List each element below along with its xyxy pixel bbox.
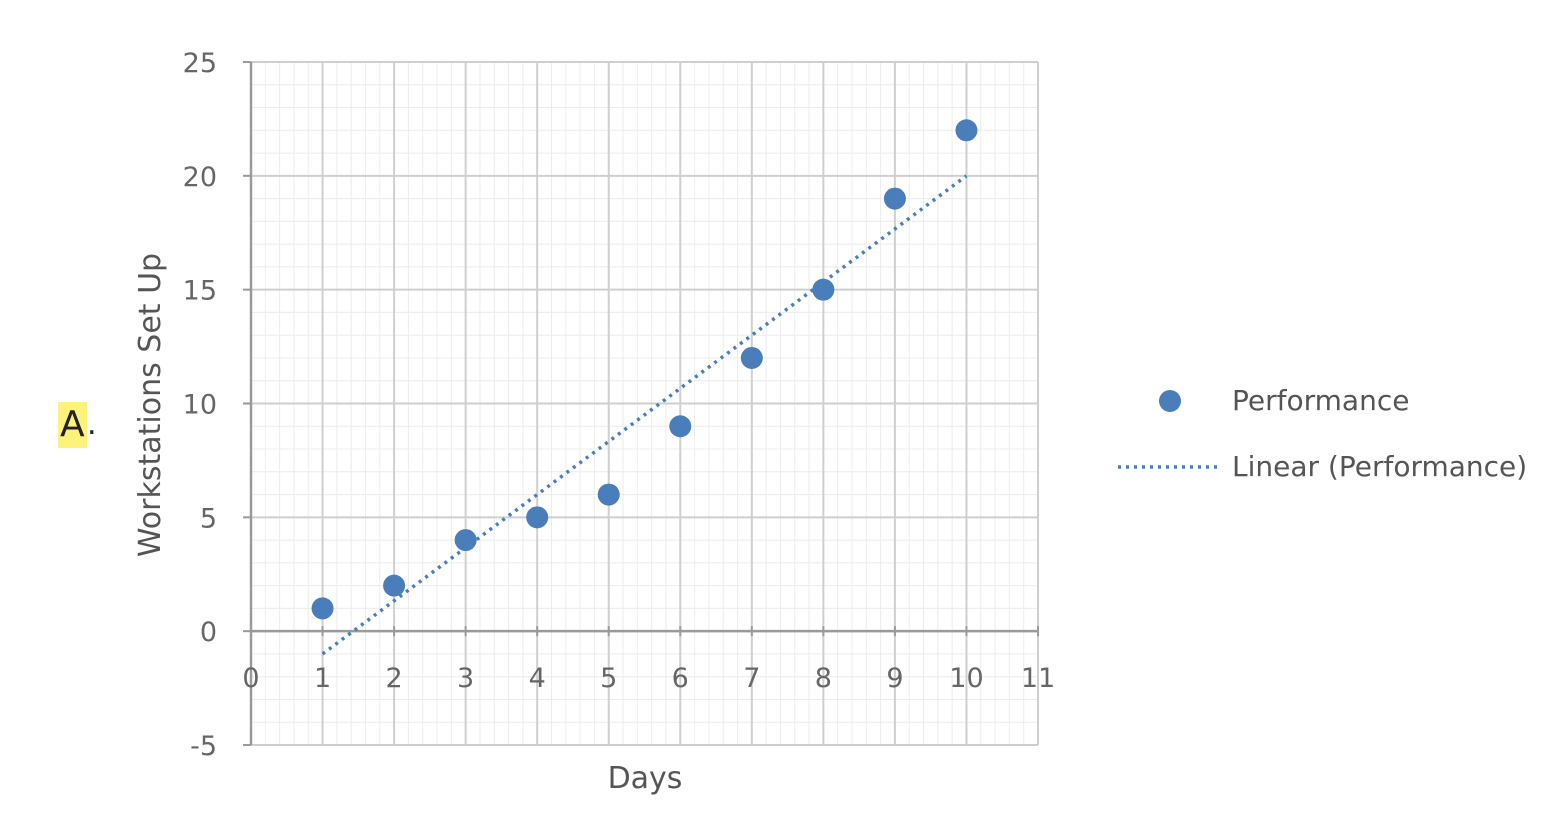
- data-point: [311, 597, 334, 620]
- y-axis-title: Workstations Set Up: [133, 253, 168, 557]
- data-point: [812, 278, 835, 301]
- x-tick-label: 3: [457, 663, 474, 694]
- x-tick-label: 1: [314, 663, 331, 694]
- x-tick-label: 10: [949, 663, 983, 694]
- legend-label-performance: Performance: [1232, 384, 1409, 417]
- data-point: [526, 506, 549, 529]
- y-tick-label: 20: [183, 162, 217, 193]
- x-tick-label: 9: [886, 663, 903, 694]
- x-axis-title: Days: [608, 761, 683, 796]
- y-tick-label: 10: [183, 390, 217, 421]
- data-points: [311, 119, 978, 620]
- x-tick-label: 8: [815, 663, 832, 694]
- x-tick-label: 11: [1021, 663, 1055, 694]
- major-grid: [250, 61, 1039, 746]
- y-tick-label: 25: [183, 48, 217, 79]
- x-tick-label: 6: [672, 663, 689, 694]
- trendline: [321, 174, 968, 656]
- data-point: [883, 187, 906, 210]
- data-point: [597, 483, 620, 506]
- x-tick-label: 2: [385, 663, 402, 694]
- y-tick-label: 0: [200, 617, 217, 648]
- trendline-linear-performance: [321, 174, 968, 656]
- legend: Performance Linear (Performance): [1118, 384, 1527, 483]
- y-tick-label: -5: [190, 731, 217, 762]
- y-tick-labels: -5 0 5 10 15 20 25: [183, 48, 217, 762]
- legend-marker-performance: [1159, 390, 1181, 412]
- option-period: .: [87, 407, 97, 442]
- axes: [243, 61, 1039, 746]
- x-tick-label: 0: [242, 663, 259, 694]
- y-tick-label: 15: [183, 276, 217, 307]
- x-tick-label: 4: [529, 663, 546, 694]
- data-point: [740, 346, 763, 369]
- option-letter: A: [58, 402, 87, 448]
- data-point: [383, 574, 406, 597]
- data-point: [669, 415, 692, 438]
- data-point: [955, 119, 978, 142]
- legend-label-trendline: Linear (Performance): [1232, 450, 1527, 483]
- x-tick-label: 5: [600, 663, 617, 694]
- x-tick-labels: 0 1 2 3 4 5 6 7 8 9 10 11: [242, 663, 1055, 694]
- x-tick-label: 7: [743, 663, 760, 694]
- data-point: [454, 529, 477, 552]
- y-tick-label: 5: [200, 503, 217, 534]
